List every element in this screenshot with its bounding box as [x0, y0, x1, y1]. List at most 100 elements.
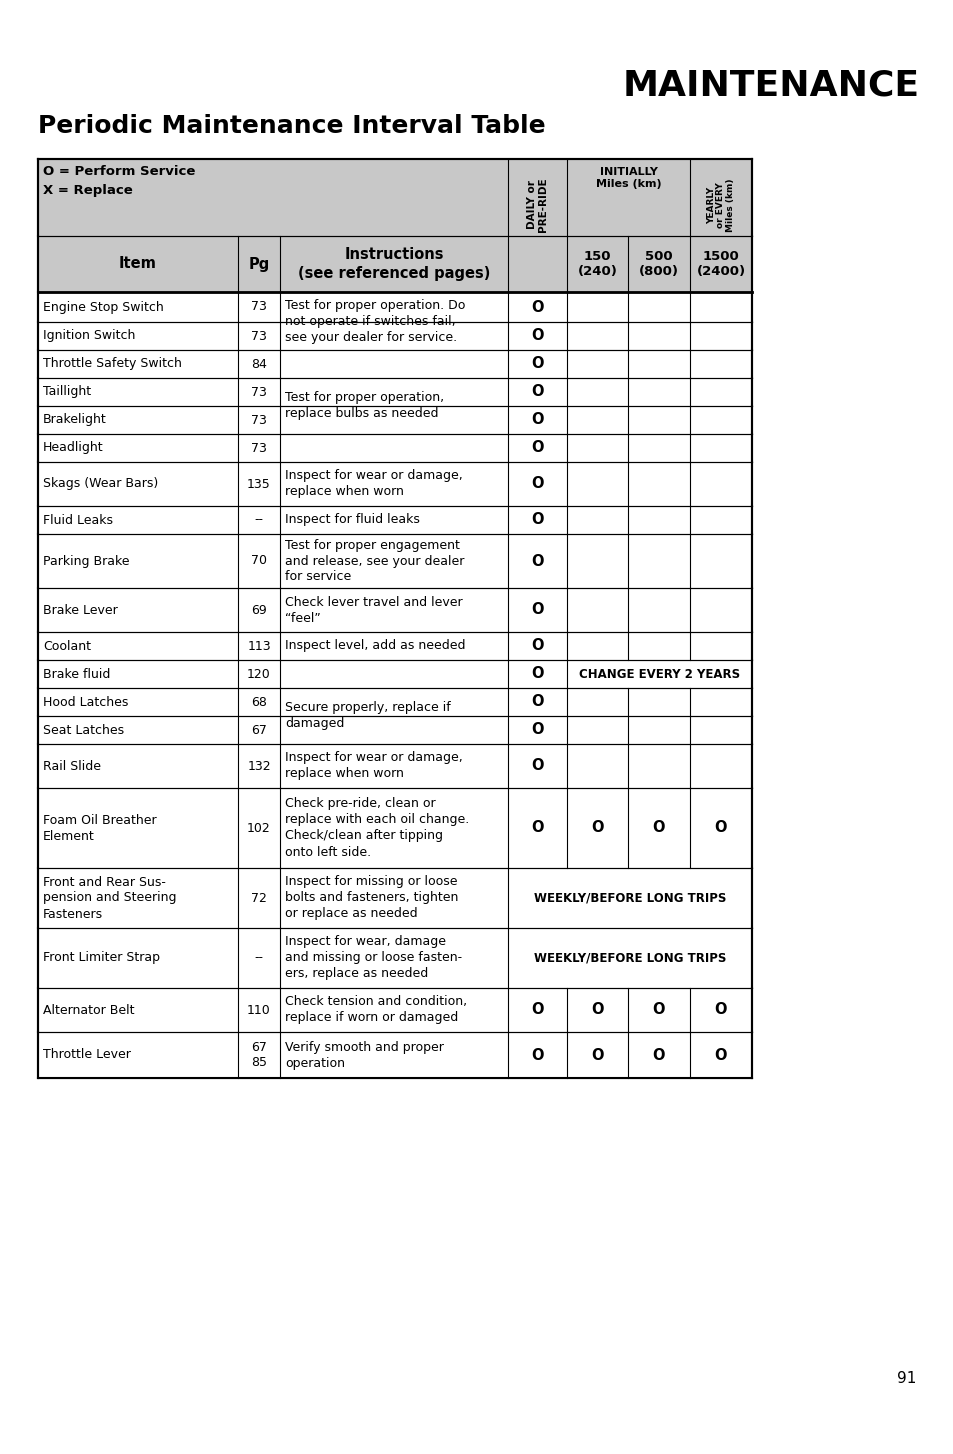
Text: 500
(800): 500 (800): [639, 250, 679, 278]
Bar: [38, 506, 751, 534]
Text: 73: 73: [251, 385, 267, 398]
Text: Headlight: Headlight: [43, 442, 104, 455]
Bar: [38, 378, 751, 406]
Text: 102: 102: [247, 822, 271, 835]
Text: O: O: [652, 1047, 664, 1063]
Text: 120: 120: [247, 667, 271, 680]
Text: Front and Rear Sus-
pension and Steering
Fasteners: Front and Rear Sus- pension and Steering…: [43, 875, 176, 920]
Text: 73: 73: [251, 330, 267, 343]
Text: Check tension and condition,
replace if worn or damaged: Check tension and condition, replace if …: [285, 996, 467, 1025]
Text: 150
(240): 150 (240): [577, 250, 617, 278]
Text: O: O: [531, 384, 543, 400]
Bar: [38, 660, 751, 688]
Text: O: O: [531, 329, 543, 343]
Bar: [38, 321, 751, 350]
Text: 135: 135: [247, 477, 271, 490]
Text: 113: 113: [247, 640, 271, 653]
Text: O: O: [531, 666, 543, 682]
Text: O: O: [531, 512, 543, 528]
Bar: [38, 462, 751, 506]
Text: Foam Oil Breather
Element: Foam Oil Breather Element: [43, 813, 156, 842]
Text: Seat Latches: Seat Latches: [43, 724, 124, 737]
Text: INITIALLY
Miles (km): INITIALLY Miles (km): [595, 167, 660, 189]
Text: Test for proper engagement
and release, see your dealer
for service: Test for proper engagement and release, …: [285, 538, 464, 583]
Bar: [38, 534, 751, 587]
Text: Coolant: Coolant: [43, 640, 91, 653]
Text: O: O: [531, 602, 543, 618]
Text: Inspect for wear, damage
and missing or loose fasten-
ers, replace as needed: Inspect for wear, damage and missing or …: [285, 935, 461, 980]
Text: YEARLY
or EVERY
Miles (km): YEARLY or EVERY Miles (km): [706, 179, 735, 233]
Text: --: --: [254, 513, 263, 526]
Text: Rail Slide: Rail Slide: [43, 759, 101, 772]
Text: WEEKLY/BEFORE LONG TRIPS: WEEKLY/BEFORE LONG TRIPS: [534, 891, 725, 904]
Text: Ignition Switch: Ignition Switch: [43, 330, 135, 343]
Text: Throttle Lever: Throttle Lever: [43, 1048, 131, 1061]
Text: 73: 73: [251, 413, 267, 426]
Text: O: O: [714, 1047, 726, 1063]
Text: O: O: [531, 723, 543, 737]
Text: --: --: [254, 951, 263, 964]
Text: Alternator Belt: Alternator Belt: [43, 1003, 134, 1016]
Text: Engine Stop Switch: Engine Stop Switch: [43, 301, 164, 314]
Bar: [38, 688, 751, 715]
Text: Taillight: Taillight: [43, 385, 91, 398]
Text: Brakelight: Brakelight: [43, 413, 107, 426]
Text: O: O: [531, 820, 543, 836]
Text: O: O: [531, 759, 543, 774]
Text: 69: 69: [251, 603, 267, 616]
Bar: [38, 928, 751, 989]
Bar: [38, 158, 751, 236]
Text: 67: 67: [251, 724, 267, 737]
Text: DAILY or
PRE-RIDE: DAILY or PRE-RIDE: [526, 177, 548, 233]
Bar: [38, 292, 751, 321]
Text: Front Limiter Strap: Front Limiter Strap: [43, 951, 160, 964]
Text: Fluid Leaks: Fluid Leaks: [43, 513, 112, 526]
Text: 70: 70: [251, 554, 267, 567]
Bar: [38, 433, 751, 462]
Text: WEEKLY/BEFORE LONG TRIPS: WEEKLY/BEFORE LONG TRIPS: [534, 951, 725, 964]
Bar: [38, 1032, 751, 1077]
Text: Skags (Wear Bars): Skags (Wear Bars): [43, 477, 158, 490]
Text: Secure properly, replace if
damaged: Secure properly, replace if damaged: [285, 701, 450, 730]
Text: O: O: [531, 695, 543, 710]
Text: O: O: [531, 300, 543, 314]
Bar: [38, 868, 751, 928]
Text: Check lever travel and lever
“feel”: Check lever travel and lever “feel”: [285, 596, 462, 625]
Bar: [38, 236, 751, 292]
Text: O: O: [652, 820, 664, 836]
Text: Pg: Pg: [248, 256, 270, 272]
Text: 72: 72: [251, 891, 267, 904]
Text: O: O: [714, 1002, 726, 1018]
Text: 68: 68: [251, 695, 267, 708]
Text: O: O: [531, 638, 543, 653]
Text: Verify smooth and proper
operation: Verify smooth and proper operation: [285, 1041, 443, 1070]
Text: Parking Brake: Parking Brake: [43, 554, 130, 567]
Bar: [38, 715, 751, 744]
Text: Inspect for wear or damage,
replace when worn: Inspect for wear or damage, replace when…: [285, 752, 462, 781]
Text: Inspect for wear or damage,
replace when worn: Inspect for wear or damage, replace when…: [285, 470, 462, 499]
Bar: [38, 989, 751, 1032]
Bar: [38, 406, 751, 433]
Text: 84: 84: [251, 358, 267, 371]
Text: O: O: [714, 820, 726, 836]
Text: O: O: [591, 1047, 603, 1063]
Text: Inspect level, add as needed: Inspect level, add as needed: [285, 640, 465, 653]
Text: 132: 132: [247, 759, 271, 772]
Text: Throttle Safety Switch: Throttle Safety Switch: [43, 358, 182, 371]
Text: O: O: [591, 1002, 603, 1018]
Text: 73: 73: [251, 442, 267, 455]
Text: 91: 91: [896, 1371, 915, 1386]
Text: Instructions
(see referenced pages): Instructions (see referenced pages): [297, 247, 490, 281]
Text: Brake fluid: Brake fluid: [43, 667, 111, 680]
Text: 67
85: 67 85: [251, 1041, 267, 1069]
Text: O: O: [531, 413, 543, 427]
Text: Test for proper operation,
replace bulbs as needed: Test for proper operation, replace bulbs…: [285, 391, 444, 420]
Text: Check pre-ride, clean or
replace with each oil change.
Check/clean after tipping: Check pre-ride, clean or replace with ea…: [285, 797, 469, 858]
Text: O: O: [531, 477, 543, 491]
Text: 110: 110: [247, 1003, 271, 1016]
Text: O: O: [531, 1002, 543, 1018]
Bar: [38, 587, 751, 632]
Text: Brake Lever: Brake Lever: [43, 603, 117, 616]
Text: Test for proper operation. Do
not operate if switches fail,
see your dealer for : Test for proper operation. Do not operat…: [285, 298, 465, 343]
Text: O = Perform Service
X = Replace: O = Perform Service X = Replace: [43, 164, 195, 196]
